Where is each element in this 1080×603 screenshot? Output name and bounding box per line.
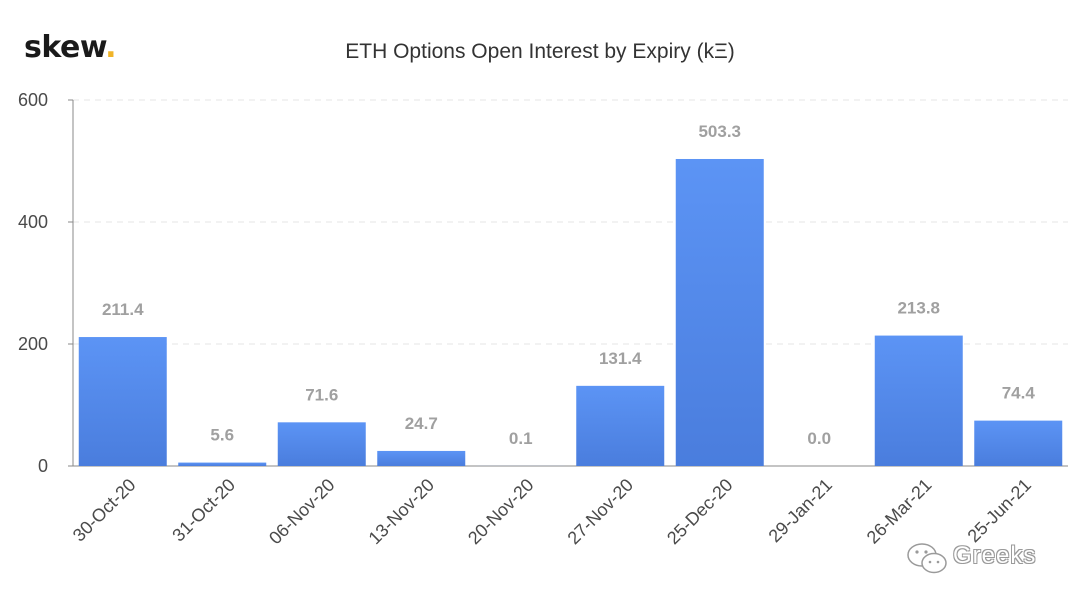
data-label: 24.7 <box>405 414 438 433</box>
x-tick-label: 25-Dec-20 <box>663 475 737 549</box>
bar <box>576 385 665 466</box>
logo-text: skew <box>24 30 106 65</box>
bar <box>874 335 963 466</box>
y-tick-label: 0 <box>38 456 48 476</box>
x-tick-label: 30-Oct-20 <box>69 475 140 546</box>
bar <box>78 337 167 466</box>
data-labels: 211.4 5.6 71.6 24.7 0.1 131.4 503.3 0.0 213.8 74.… <box>102 122 1035 448</box>
skew-logo: skew. <box>24 30 117 65</box>
x-tick-label: 31-Oct-20 <box>168 475 239 546</box>
data-label: 211.4 <box>102 300 144 319</box>
y-tick-label: 400 <box>18 212 48 232</box>
bar <box>178 462 267 466</box>
y-tick-label: 200 <box>18 334 48 354</box>
x-tick-label: 20-Nov-20 <box>464 475 538 549</box>
x-tick-label: 29-Jan-21 <box>765 475 836 546</box>
x-tick-label: 25-Jun-21 <box>964 475 1035 546</box>
bar <box>277 422 366 466</box>
data-label: 213.8 <box>897 299 940 318</box>
x-tick-label: 26-Mar-21 <box>863 475 936 548</box>
data-label: 5.6 <box>210 426 234 445</box>
y-tick-labels: 0 200 400 600 <box>18 90 48 476</box>
chart-title: ETH Options Open Interest by Expiry (kΞ) <box>345 40 735 63</box>
data-label: 74.4 <box>1002 384 1036 403</box>
logo-dot: . <box>105 30 117 65</box>
data-label: 0.0 <box>807 429 831 448</box>
x-tick-label: 13-Nov-20 <box>365 475 439 549</box>
watermark-text: Greeks <box>953 542 1037 569</box>
x-tick-label: 06-Nov-20 <box>265 475 339 549</box>
x-tick-labels: 30-Oct-20 31-Oct-20 06-Nov-20 13-Nov-20 20-N… <box>69 475 1035 549</box>
bar <box>675 158 764 466</box>
wechat-icon <box>907 543 947 574</box>
data-label: 71.6 <box>305 385 338 404</box>
bars <box>78 158 1063 466</box>
data-label: 503.3 <box>698 122 741 141</box>
data-label: 0.1 <box>509 429 533 448</box>
bar <box>377 450 466 466</box>
y-tick-label: 600 <box>18 90 48 110</box>
bar <box>974 420 1063 466</box>
wechat-watermark: Greeks <box>905 538 1055 578</box>
x-tick-label: 27-Nov-20 <box>564 475 638 549</box>
data-label: 131.4 <box>599 349 642 368</box>
